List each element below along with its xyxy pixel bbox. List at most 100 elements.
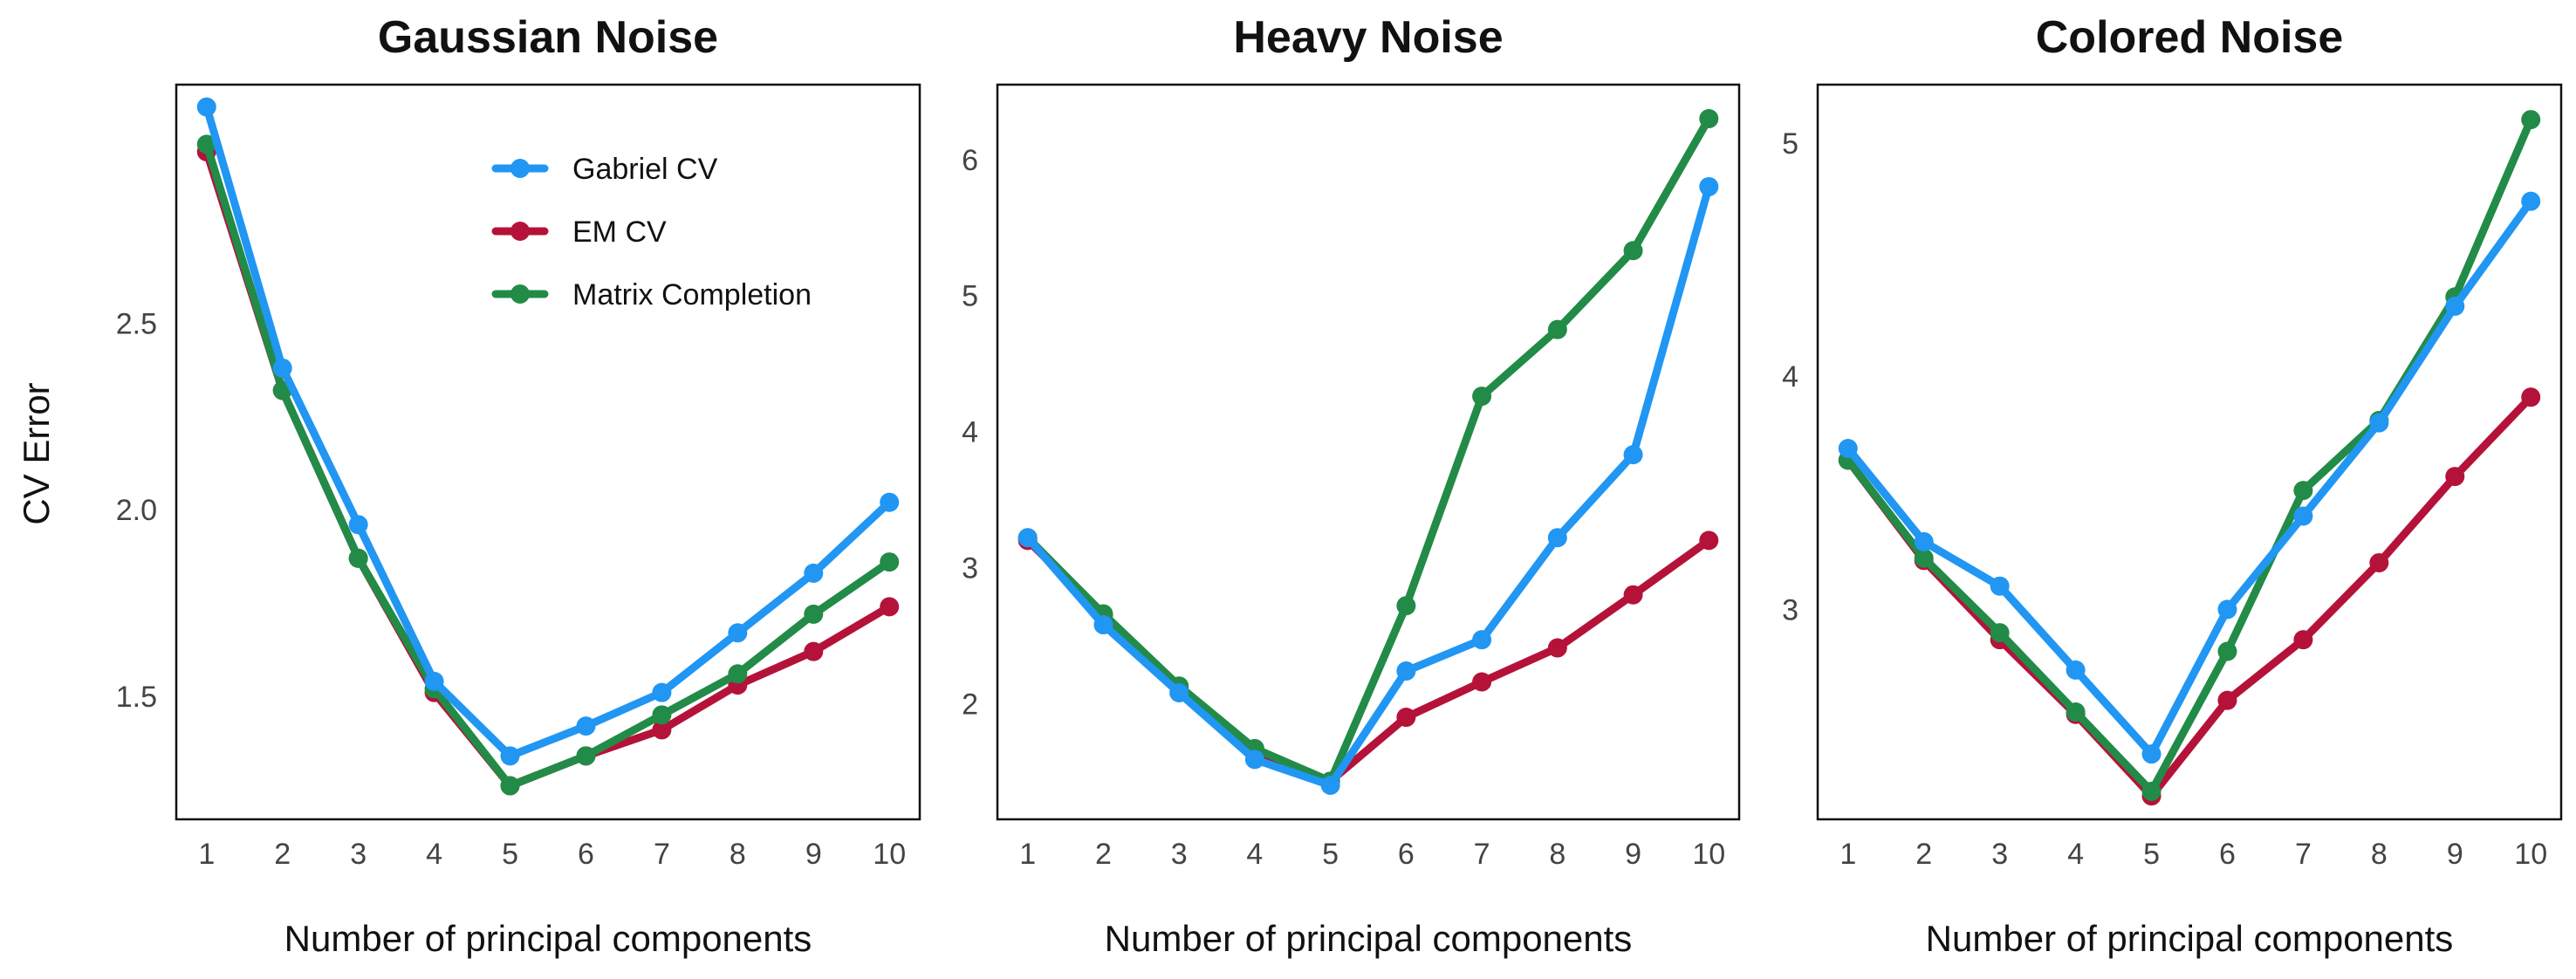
data-point-gabriel-cv: [1169, 682, 1189, 702]
data-point-gabriel-cv: [2217, 599, 2237, 620]
series-em-cv: [196, 141, 900, 796]
data-point-gabriel-cv: [2141, 744, 2162, 764]
data-point-matrix-completion: [196, 134, 216, 154]
legend-label: EM CV: [572, 216, 667, 249]
plot-frame: [175, 83, 921, 821]
data-point-gabriel-cv: [652, 682, 672, 702]
legend-label: Gabriel CV: [572, 153, 718, 186]
x-tick-label: 6: [1398, 838, 1415, 871]
data-point-matrix-completion: [348, 548, 368, 568]
data-point-gabriel-cv: [500, 746, 520, 766]
data-point-gabriel-cv: [576, 716, 596, 736]
data-point-em-cv: [2445, 467, 2465, 487]
x-tick-label: 3: [350, 838, 367, 871]
series-line-em-cv: [202, 147, 894, 791]
x-tick-label: 2: [274, 838, 291, 871]
data-point-matrix-completion: [2293, 481, 2313, 501]
data-point-matrix-completion: [500, 776, 520, 796]
series-em-cv: [1838, 387, 2541, 806]
y-tick-label: 3: [1782, 593, 1798, 626]
x-tick-label: 4: [1246, 838, 1263, 871]
data-point-matrix-completion: [804, 604, 824, 624]
data-point-gabriel-cv: [1017, 528, 1038, 548]
data-point-matrix-completion: [728, 664, 748, 684]
data-point-gabriel-cv: [1547, 528, 1567, 548]
y-tick-label: 5: [962, 280, 978, 313]
x-tick-label: 3: [1171, 838, 1188, 871]
data-point-em-cv: [1623, 585, 1643, 605]
data-point-em-cv: [1472, 672, 1492, 692]
data-point-gabriel-cv: [1093, 615, 1113, 635]
plot-frame: [996, 83, 1741, 821]
data-point-gabriel-cv: [1914, 531, 1934, 551]
series-gabriel-cv: [196, 97, 900, 766]
data-point-matrix-completion: [1472, 387, 1492, 407]
x-tick-label: 10: [1692, 838, 1725, 871]
x-tick-label: 1: [198, 838, 215, 871]
x-tick-label: 9: [1625, 838, 1641, 871]
data-point-matrix-completion: [2141, 781, 2162, 801]
data-point-em-cv: [1699, 531, 1719, 551]
series-gabriel-cv: [1017, 176, 1719, 796]
data-point-gabriel-cv: [1472, 630, 1492, 650]
legend: Gabriel CV EM CV Matrix Completion: [491, 153, 812, 312]
y-tick-label: 4: [962, 416, 978, 449]
panels: Gaussian Noise 1 2 3 4 5 6 7 8 9 10 1.5 2.0 2.5 Number…: [116, 12, 2563, 959]
data-point-matrix-completion: [2521, 110, 2541, 130]
data-point-matrix-completion: [576, 746, 596, 766]
x-tick-label: 1: [1019, 838, 1036, 871]
series-gabriel-cv: [1838, 191, 2541, 764]
data-point-gabriel-cv: [272, 358, 292, 378]
y-tick-label: 6: [962, 144, 978, 177]
panel-heavy-noise: Heavy Noise 1 2 3 4 5 6 7 8 9 10 2 3 4 5 6 Number of pri…: [962, 12, 1741, 959]
data-point-gabriel-cv: [1838, 438, 1858, 458]
x-tick-label: 7: [654, 838, 670, 871]
y-tick-label: 2: [962, 688, 978, 721]
x-tick-label: 8: [2371, 838, 2388, 871]
data-point-gabriel-cv: [728, 623, 748, 643]
series-matrix-completion: [196, 134, 900, 796]
x-tick-label: 9: [805, 838, 822, 871]
data-point-gabriel-cv: [1990, 576, 2010, 596]
x-tick-label: 6: [578, 838, 594, 871]
series-line-em-cv: [1024, 536, 1713, 785]
y-tick-label: 4: [1782, 360, 1798, 394]
data-point-gabriel-cv: [2521, 191, 2541, 211]
legend-label: Matrix Completion: [572, 278, 812, 312]
y-tick-label: 5: [1782, 127, 1798, 161]
data-point-em-cv: [2369, 552, 2389, 572]
x-tick-label: 8: [1549, 838, 1565, 871]
x-tick-label: 7: [2295, 838, 2312, 871]
legend-swatch-marker: [510, 222, 530, 241]
data-point-gabriel-cv: [1244, 750, 1264, 770]
x-axis-label: Number of principal components: [1926, 918, 2454, 959]
data-point-matrix-completion: [1623, 241, 1643, 261]
x-tick-label: 5: [2143, 838, 2160, 871]
y-tick-label: 1.5: [116, 681, 157, 714]
data-point-em-cv: [880, 597, 900, 617]
x-tick-label: 10: [2514, 838, 2547, 871]
data-point-em-cv: [1396, 708, 1416, 728]
panel-title: Heavy Noise: [1233, 12, 1503, 63]
data-point-gabriel-cv: [880, 492, 900, 512]
data-point-matrix-completion: [880, 552, 900, 572]
data-point-gabriel-cv: [196, 97, 216, 117]
data-point-em-cv: [2293, 630, 2313, 650]
x-tick-label: 2: [1095, 838, 1112, 871]
data-point-matrix-completion: [2066, 702, 2086, 722]
x-axis-label: Number of principal components: [284, 918, 812, 959]
x-tick-label: 3: [1991, 838, 2008, 871]
y-axis-label: CV Error: [16, 382, 57, 524]
data-point-gabriel-cv: [2369, 413, 2389, 433]
legend-swatch-marker: [510, 284, 530, 304]
data-point-em-cv: [2521, 387, 2541, 407]
x-tick-label: 7: [1474, 838, 1490, 871]
panel-title: Gaussian Noise: [378, 12, 718, 63]
data-point-matrix-completion: [1914, 548, 1934, 568]
panel-title: Colored Noise: [2036, 12, 2344, 63]
x-tick-label: 5: [502, 838, 518, 871]
legend-entry-gabriel-cv: Gabriel CV: [491, 153, 718, 186]
plot-frame: [1816, 83, 2563, 821]
data-point-matrix-completion: [1547, 319, 1567, 339]
